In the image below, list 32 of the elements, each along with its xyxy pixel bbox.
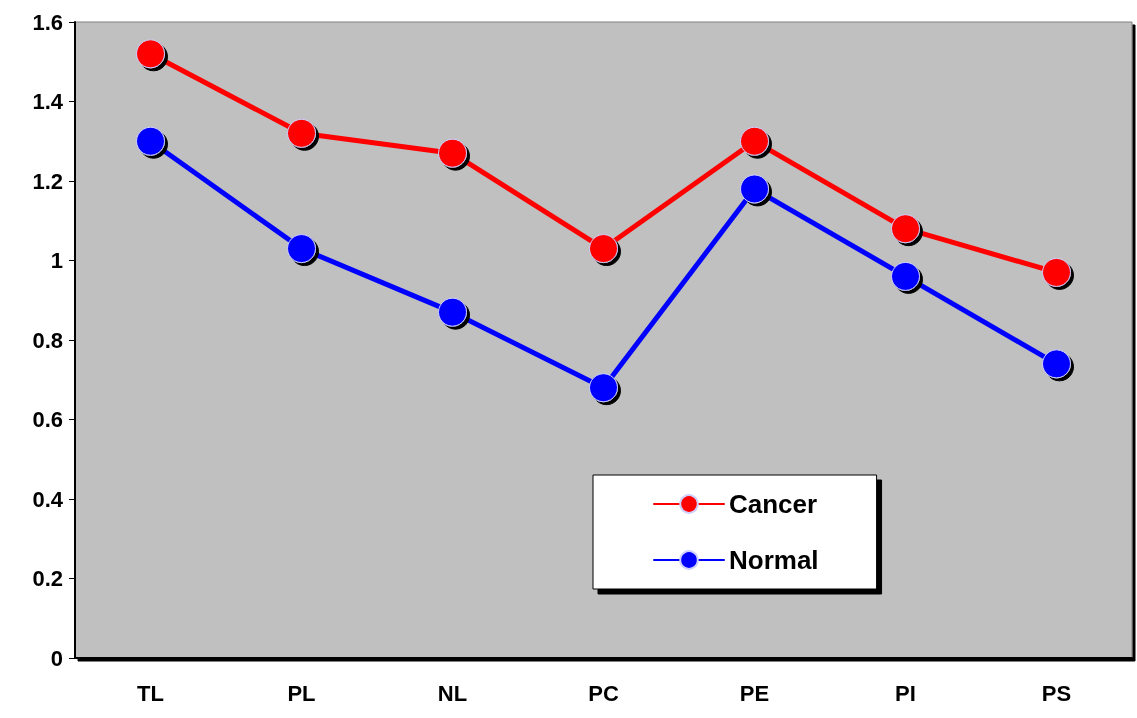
point: [891, 261, 920, 291]
y-tick-label: 0.8: [32, 327, 63, 353]
y-tick-label: 0.6: [32, 407, 63, 432]
y-tick-label: 1.4: [32, 89, 64, 114]
point: [136, 126, 165, 156]
point: [438, 297, 467, 327]
y-tick-label: 1: [50, 248, 63, 273]
legend-label: Cancer: [729, 489, 818, 519]
point: [589, 373, 618, 403]
point: [287, 234, 316, 264]
y-tick-label: 1.2: [32, 168, 63, 194]
x-tick-label: PL: [287, 680, 316, 706]
point: [891, 214, 920, 244]
x-tick-label: PC: [588, 680, 619, 706]
point: [589, 234, 618, 264]
x-tick-label: PS: [1041, 680, 1072, 706]
x-tick-label: PI: [895, 680, 916, 706]
x-tick-label: PE: [739, 680, 770, 706]
x-tick-label: NL: [437, 680, 468, 706]
y-tick-label: 0.2: [32, 566, 63, 591]
y-tick-label: 1.6: [32, 9, 63, 35]
legend-label: Normal: [729, 545, 819, 575]
y-tick-label: 0.4: [32, 486, 64, 512]
point: [1042, 257, 1071, 287]
y-tick-label: 0: [50, 645, 63, 671]
x-tick-label: TL: [137, 680, 164, 706]
point: [740, 126, 769, 156]
point: [740, 174, 769, 204]
point: [438, 138, 467, 168]
point: [1042, 349, 1071, 379]
point: [136, 39, 165, 69]
point: [287, 118, 316, 148]
